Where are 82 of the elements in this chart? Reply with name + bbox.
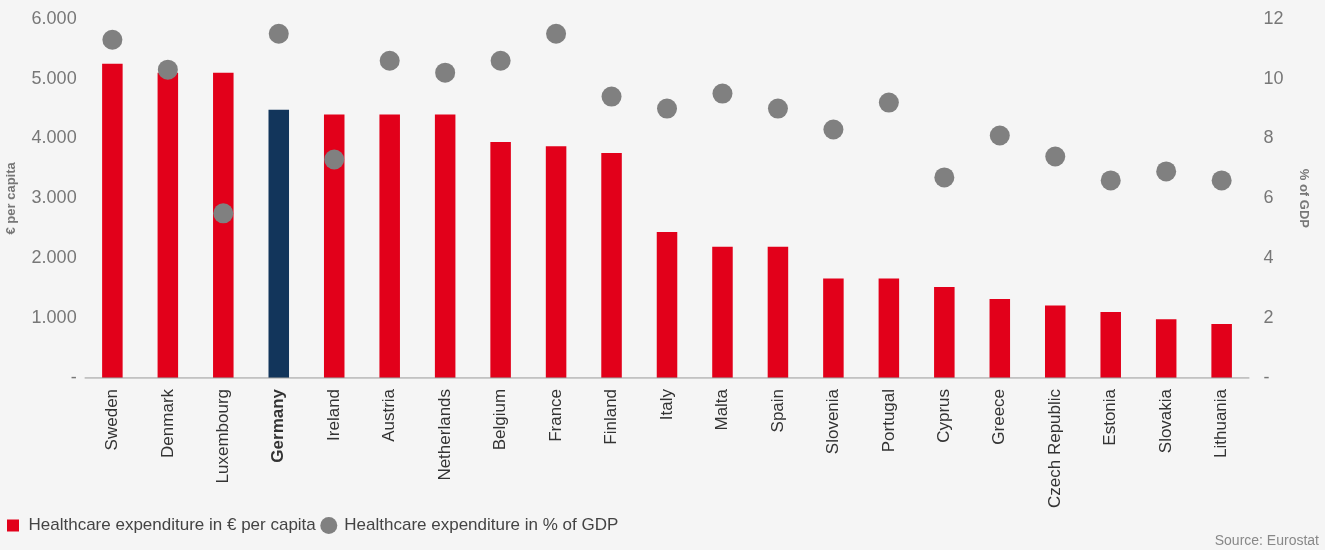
x-tick-label: Luxembourg	[212, 388, 232, 484]
x-tick-label: Czech Republic	[1044, 388, 1064, 508]
y-tick-label: 2.000	[31, 247, 77, 268]
point	[379, 50, 400, 71]
y2-tick-label: -	[1263, 366, 1270, 387]
point	[601, 86, 622, 107]
y2-tick-label: 12	[1263, 7, 1284, 28]
bar	[712, 246, 733, 378]
x-tick-label: Slovenia	[823, 388, 843, 455]
x-tick-label: Estonia	[1100, 388, 1120, 446]
x-tick-label: Austria	[379, 388, 399, 442]
bar	[545, 146, 567, 378]
x-tick-label: Italy	[656, 388, 676, 421]
x-tick-label: Cyprus	[934, 388, 954, 443]
y2-axis-title: % of GDP	[1296, 168, 1312, 229]
y-axis-title: € per capita	[3, 161, 19, 235]
y2-tick-label: 2	[1263, 307, 1274, 328]
bar	[1155, 319, 1177, 378]
x-tick-label: Slovakia	[1155, 388, 1175, 454]
point	[157, 59, 178, 80]
bar	[878, 278, 900, 378]
x-tick-label: Germany	[268, 388, 288, 463]
y2-tick-label: 10	[1263, 67, 1284, 88]
point	[1211, 170, 1232, 191]
x-tick-label: Lithuania	[1211, 388, 1231, 458]
bar	[934, 286, 955, 378]
point	[712, 83, 733, 104]
bar	[989, 298, 1011, 378]
point	[102, 29, 123, 50]
point	[1045, 146, 1066, 167]
y-tick-label: 4.000	[31, 127, 77, 148]
bar	[1100, 312, 1121, 378]
bar	[323, 114, 345, 378]
point	[1156, 161, 1177, 182]
y-tick-label: 1.000	[31, 307, 77, 328]
legend-label: Healthcare expenditure in € per capita	[28, 515, 317, 535]
y-tick-label: 5.000	[31, 67, 77, 88]
x-tick-label: Netherlands	[434, 388, 454, 481]
y2-tick-label: 8	[1263, 127, 1274, 148]
point	[989, 125, 1010, 146]
point	[435, 62, 456, 83]
point	[324, 149, 345, 170]
x-tick-label: Belgium	[490, 388, 510, 451]
bar	[379, 114, 400, 378]
x-tick-label: France	[545, 388, 565, 442]
point	[878, 92, 899, 113]
x-tick-label: Ireland	[323, 388, 343, 441]
x-tick-label: Finland	[601, 388, 621, 445]
bar	[1211, 324, 1232, 378]
legend-label: Healthcare expenditure in % of GDP	[344, 515, 619, 535]
y2-tick-label: 6	[1263, 187, 1274, 208]
bar	[213, 72, 234, 378]
y-tick-label: -	[70, 366, 77, 387]
point	[546, 23, 567, 44]
point	[268, 23, 289, 44]
x-tick-label: Spain	[767, 388, 787, 433]
point	[490, 50, 511, 71]
x-tick-label: Malta	[712, 388, 732, 431]
point	[823, 119, 844, 140]
point	[934, 167, 955, 188]
bar	[1044, 305, 1066, 378]
bar	[102, 63, 123, 378]
point	[657, 98, 678, 119]
bar	[434, 114, 456, 378]
x-tick-label: Sweden	[102, 388, 122, 451]
bar	[823, 278, 844, 378]
bar	[656, 231, 678, 378]
point	[1100, 170, 1121, 191]
bar	[490, 142, 511, 378]
bar	[157, 72, 179, 378]
point	[767, 98, 788, 119]
bar	[601, 152, 622, 378]
y2-tick-label: 4	[1263, 247, 1274, 268]
x-tick-label: Greece	[989, 388, 1009, 445]
y-tick-label: 6.000	[31, 7, 77, 28]
x-tick-label: Portugal	[878, 388, 898, 453]
bar	[268, 109, 290, 378]
y-tick-label: 3.000	[31, 187, 77, 208]
x-tick-label: Denmark	[157, 388, 177, 458]
bar	[767, 246, 789, 378]
source-note: Source: Eurostat	[1214, 531, 1320, 548]
point	[213, 203, 234, 224]
